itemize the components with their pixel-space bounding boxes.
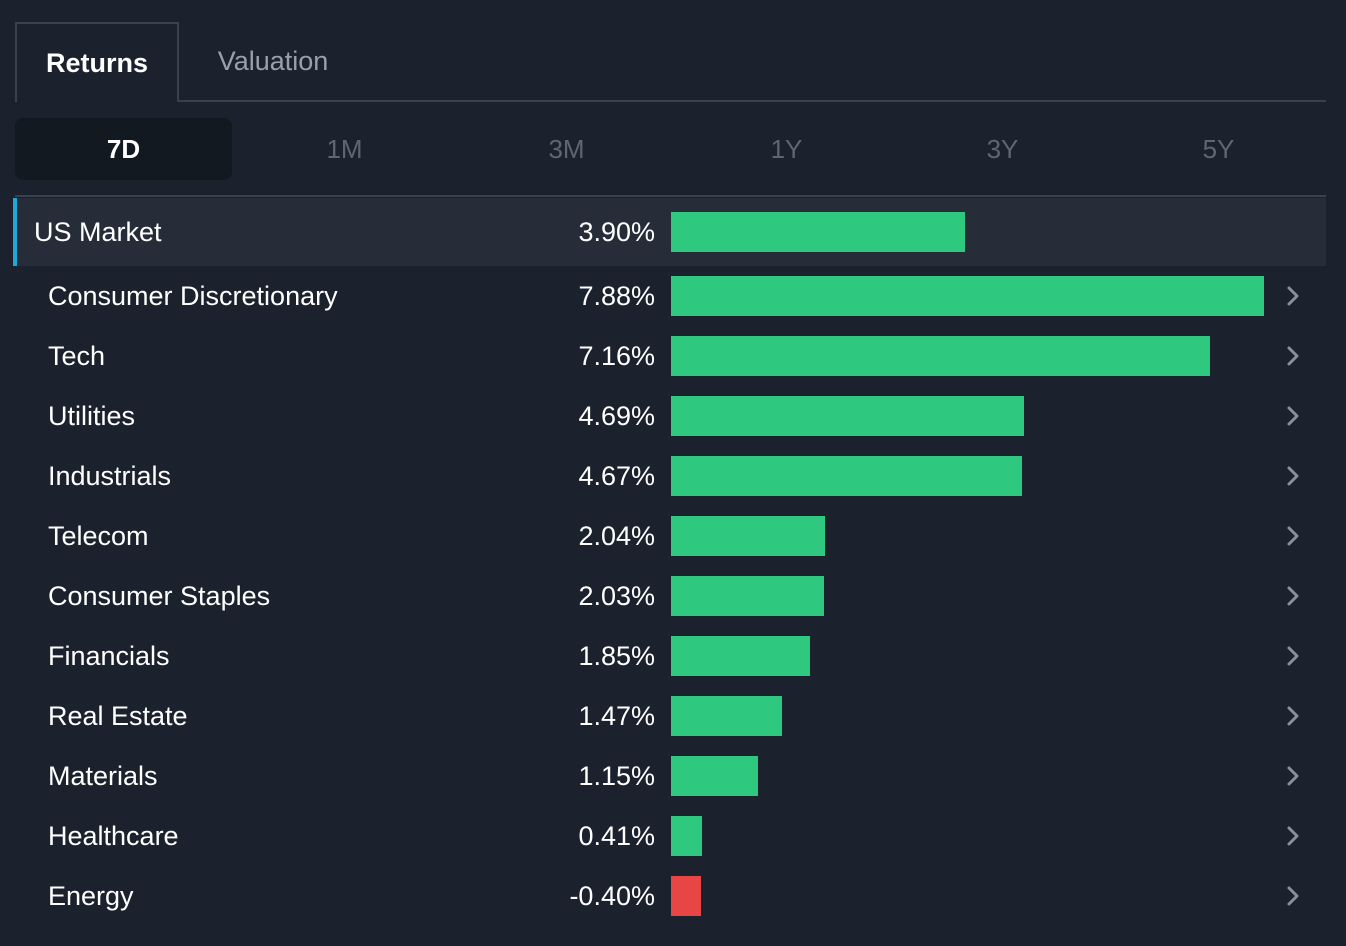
value-bar [671,336,1210,376]
sector-row[interactable]: Consumer Discretionary 7.88% [15,266,1326,326]
sector-row[interactable]: Financials 1.85% [15,626,1326,686]
value-bar [671,456,1023,496]
sector-row[interactable]: Real Estate 1.47% [15,686,1326,746]
chevron-right-icon[interactable] [1283,626,1303,686]
row-value: 3.90% [578,216,655,247]
sector-row[interactable]: Materials 1.15% [15,746,1326,806]
row-value: -0.40% [569,880,655,911]
row-value: 0.41% [578,820,655,851]
sector-row[interactable]: Utilities 4.69% [15,386,1326,446]
value-bar [671,276,1264,316]
row-label: Real Estate [48,700,188,731]
sector-returns-widget: Returns Valuation 7D 1M 3M 1Y 3Y 5Y US M… [13,22,1326,916]
chevron-right-icon[interactable] [1283,806,1303,866]
chevron-right-icon[interactable] [1283,326,1303,386]
period-tab-1y[interactable]: 1Y [770,133,803,164]
row-value: 7.16% [578,340,655,371]
period-tab-1m[interactable]: 1M [326,133,363,164]
row-label: Healthcare [48,820,179,851]
period-tab-7d[interactable]: 7D [15,118,232,180]
chevron-right-icon[interactable] [1283,746,1303,806]
row-value: 4.67% [578,460,655,491]
value-bar [671,876,702,916]
value-bar [671,816,702,856]
row-label: Consumer Discretionary [48,280,338,311]
value-bar [671,396,1024,436]
sector-row[interactable]: Consumer Staples 2.03% [15,566,1326,626]
value-bar [671,576,824,616]
row-value: 1.85% [578,640,655,671]
chevron-right-icon[interactable] [1283,386,1303,446]
period-tab-bar: 7D 1M 3M 1Y 3Y 5Y [15,118,1326,180]
chevron-right-icon[interactable] [1283,266,1303,326]
section-divider [15,195,1326,197]
row-label: Energy [48,880,134,911]
row-label: Industrials [48,460,172,491]
chevron-right-icon[interactable] [1283,686,1303,746]
sector-row[interactable]: Industrials 4.67% [15,446,1326,506]
row-value: 7.88% [578,280,655,311]
chevron-right-icon[interactable] [1283,506,1303,566]
value-bar [671,212,965,252]
tab-returns[interactable]: Returns [15,22,179,102]
chevron-right-icon[interactable] [1283,866,1303,926]
row-value: 2.03% [578,580,655,611]
row-label: Consumer Staples [48,580,271,611]
period-tab-3m[interactable]: 3M [548,133,585,164]
period-tab-5y[interactable]: 5Y [1202,133,1235,164]
period-tab-3y[interactable]: 3Y [986,133,1019,164]
sector-row[interactable]: Energy -0.40% [15,866,1326,926]
row-label: Telecom [48,520,149,551]
tab-valuation[interactable]: Valuation [217,45,329,76]
value-bar [671,516,825,556]
sector-row[interactable]: Healthcare 0.41% [15,806,1326,866]
row-label: Materials [48,760,158,791]
sector-row[interactable]: Tech 7.16% [15,326,1326,386]
sector-row[interactable]: Telecom 2.04% [15,506,1326,566]
market-row[interactable]: US Market 3.90% [13,198,1326,266]
chevron-right-icon[interactable] [1283,566,1303,626]
sector-list: US Market 3.90% Consumer Discretionary 7.88… [13,198,1326,926]
row-value: 2.04% [578,520,655,551]
value-bar [671,696,782,736]
row-label: Utilities [48,400,136,431]
row-value: 4.69% [578,400,655,431]
value-bar [671,756,758,796]
main-tab-bar: Returns Valuation [15,22,1326,102]
chevron-right-icon[interactable] [1283,446,1303,506]
row-label: US Market [34,216,162,247]
value-bar [671,636,811,676]
row-value: 1.47% [578,700,655,731]
row-label: Tech [48,340,106,371]
row-value: 1.15% [578,760,655,791]
row-label: Financials [48,640,170,671]
